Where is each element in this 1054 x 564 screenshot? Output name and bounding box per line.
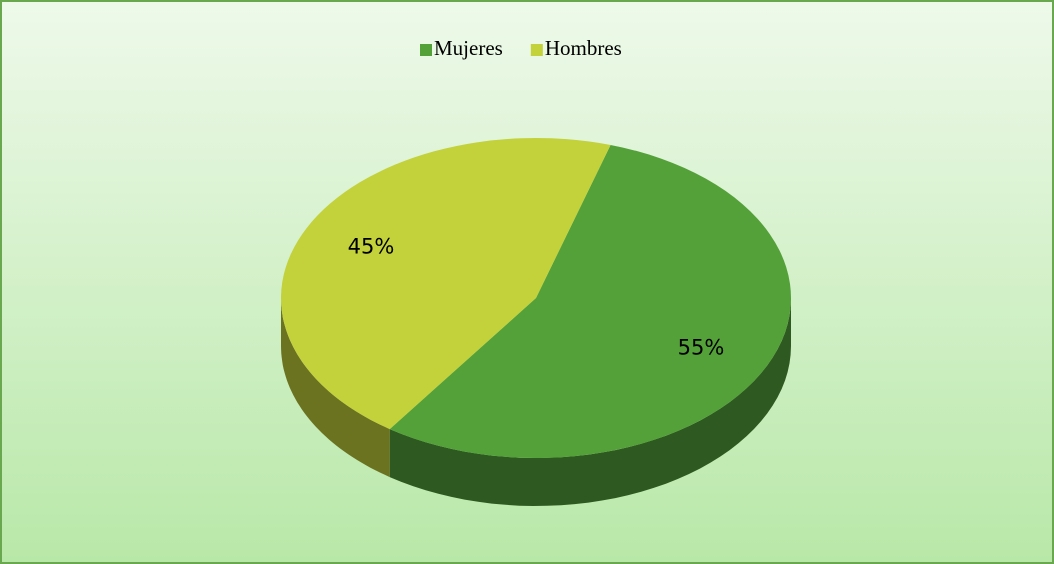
slice <box>389 144 792 459</box>
legend-marker <box>420 44 432 56</box>
legend-marker <box>530 44 543 56</box>
slice-side <box>389 298 791 506</box>
pie: 55% 45% <box>281 138 792 506</box>
slice-side <box>281 298 390 478</box>
slice <box>281 138 611 430</box>
legend-label: Hombres <box>545 36 622 60</box>
legend: Mujeres Hombres <box>420 36 622 60</box>
data-label: 45% <box>348 234 395 258</box>
data-label: 55% <box>678 336 725 360</box>
legend-label: Mujeres <box>434 36 503 60</box>
